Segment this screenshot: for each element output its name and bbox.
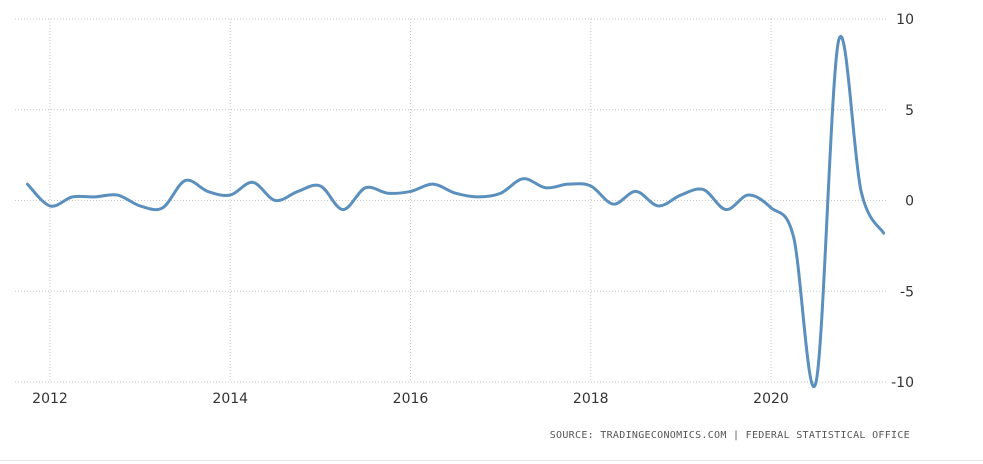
- y-tick-label: 0: [905, 194, 914, 210]
- x-tick-label: 2016: [393, 391, 429, 407]
- grid-lines: [15, 18, 888, 383]
- x-tick-label: 2020: [753, 391, 789, 407]
- y-tick-label: -5: [900, 284, 914, 300]
- x-tick-label: 2014: [212, 391, 248, 407]
- x-tick-label: 2012: [32, 391, 68, 407]
- bottom-divider: [0, 460, 983, 461]
- y-axis-ticks: 10 5 0 -5 -10: [891, 12, 914, 391]
- series-layer: [25, 35, 886, 388]
- y-tick-label: -10: [891, 375, 914, 391]
- x-axis-ticks: 2012 2014 2016 2018 2020: [32, 391, 789, 407]
- y-tick-label: 5: [905, 103, 914, 119]
- y-tick-label: 10: [896, 12, 914, 28]
- source-credit: SOURCE: TRADINGECONOMICS.COM | FEDERAL S…: [549, 430, 910, 441]
- series-line: [25, 35, 886, 388]
- x-tick-label: 2018: [573, 391, 609, 407]
